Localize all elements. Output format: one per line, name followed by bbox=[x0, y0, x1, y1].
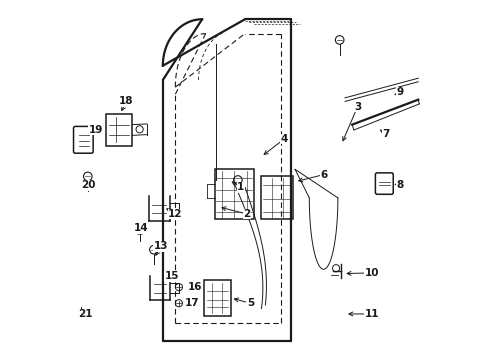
Text: 7: 7 bbox=[382, 129, 390, 139]
Circle shape bbox=[333, 265, 340, 272]
Text: 13: 13 bbox=[154, 241, 168, 251]
Circle shape bbox=[149, 246, 158, 254]
Text: 4: 4 bbox=[281, 134, 288, 144]
Circle shape bbox=[175, 284, 182, 291]
Bar bbox=[204, 280, 231, 316]
Circle shape bbox=[335, 36, 344, 44]
Text: 8: 8 bbox=[397, 180, 404, 190]
Text: 17: 17 bbox=[185, 298, 199, 308]
Text: 15: 15 bbox=[165, 271, 179, 282]
Text: 16: 16 bbox=[188, 282, 202, 292]
Text: 6: 6 bbox=[320, 170, 327, 180]
Text: 11: 11 bbox=[365, 309, 379, 319]
Text: 20: 20 bbox=[81, 180, 96, 190]
FancyBboxPatch shape bbox=[74, 126, 93, 153]
Text: 10: 10 bbox=[365, 268, 379, 278]
Circle shape bbox=[83, 172, 92, 181]
Text: 18: 18 bbox=[119, 96, 134, 107]
Text: 1: 1 bbox=[237, 182, 245, 192]
Text: 5: 5 bbox=[247, 298, 254, 308]
Text: 9: 9 bbox=[397, 87, 404, 98]
Circle shape bbox=[82, 309, 88, 315]
Text: 19: 19 bbox=[89, 125, 103, 135]
Text: 3: 3 bbox=[354, 102, 361, 112]
FancyBboxPatch shape bbox=[375, 173, 393, 194]
Text: 14: 14 bbox=[134, 223, 149, 233]
Text: 21: 21 bbox=[78, 309, 92, 319]
Circle shape bbox=[234, 176, 242, 184]
Circle shape bbox=[175, 300, 182, 307]
Text: 2: 2 bbox=[243, 209, 250, 219]
Text: 12: 12 bbox=[168, 209, 183, 219]
Bar bbox=[261, 176, 293, 219]
Circle shape bbox=[136, 226, 143, 234]
Bar bbox=[215, 169, 254, 219]
Circle shape bbox=[136, 126, 143, 133]
Bar bbox=[106, 114, 132, 146]
